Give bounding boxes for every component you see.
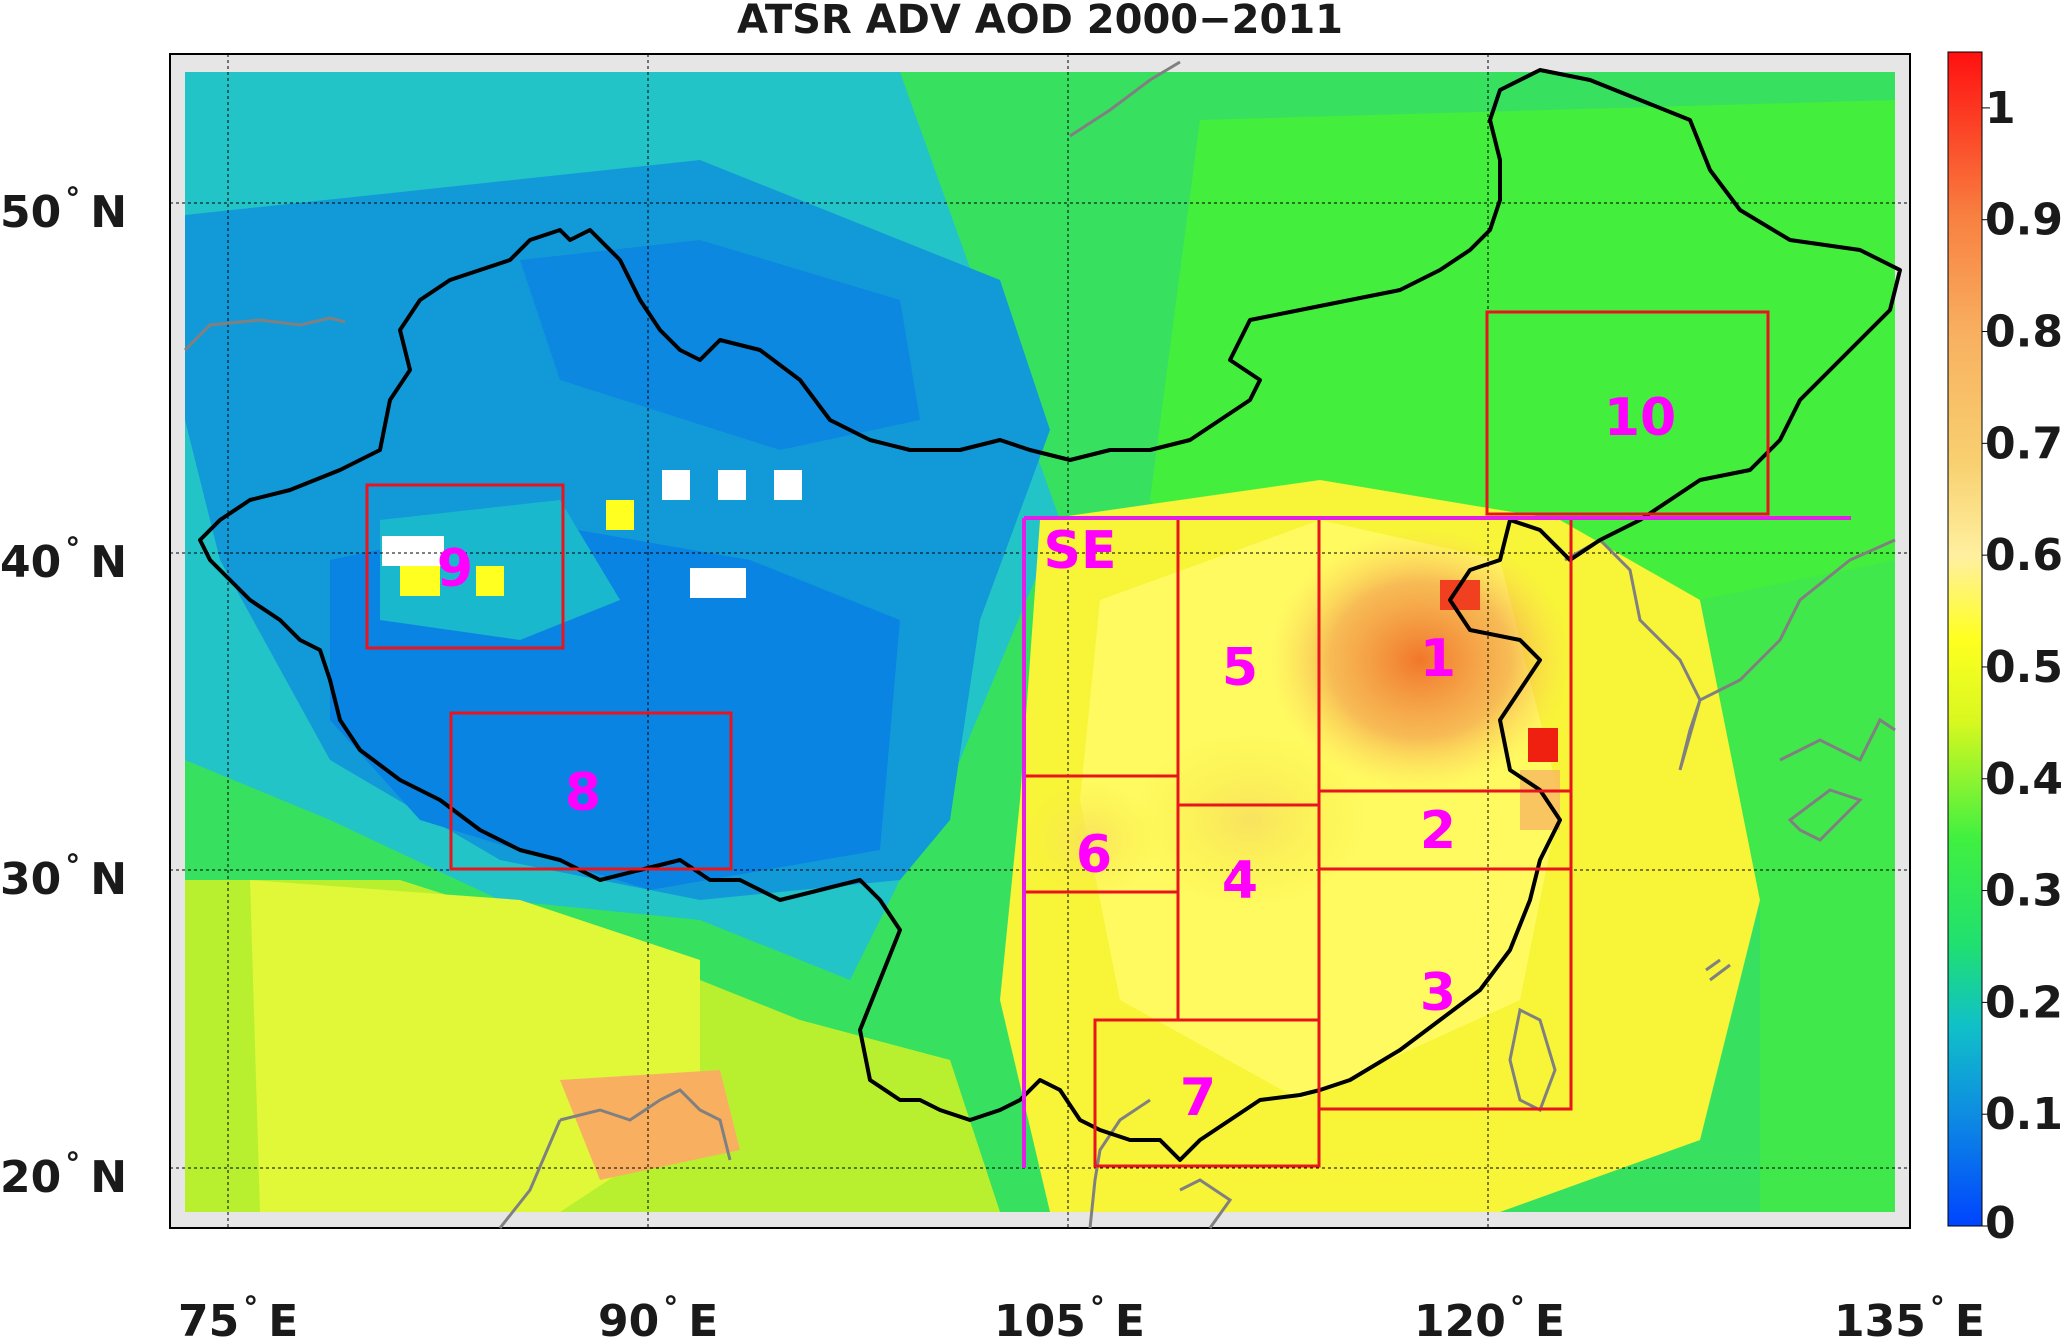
colorbar-tick-label: 0 <box>1985 1198 2016 1249</box>
region-10-box <box>1485 310 1770 516</box>
lat-label-30: 30 ° N <box>0 849 127 905</box>
lon-label-105: 105 ° E <box>994 1291 1145 1341</box>
region-label-8: 8 <box>565 763 601 823</box>
lon-label-135: 135 ° E <box>1834 1291 1985 1341</box>
colorbar-tick-label: 0.4 <box>1985 754 2063 805</box>
colorbar: 0 0.1 0.2 0.3 0.4 0.5 0.6 0.7 0.8 0.9 1 <box>1947 51 2063 1249</box>
region-label-4: 4 <box>1222 851 1258 911</box>
colorbar-gradient <box>1947 51 1983 1227</box>
longitude-labels: 75 ° E 90 ° E 105 ° E 120 ° E 135 ° E <box>178 1291 1985 1341</box>
region-9-box <box>365 483 565 650</box>
colorbar-tick-label: 0.6 <box>1985 530 2063 581</box>
region-label-5: 5 <box>1222 638 1258 698</box>
region-boxes <box>365 310 1770 1168</box>
lon-label-75: 75 ° E <box>178 1291 298 1341</box>
region-label-7: 7 <box>1180 1068 1216 1128</box>
lat-label-50: 50 ° N <box>0 182 127 238</box>
lat-label-40: 40 ° N <box>0 532 127 588</box>
colorbar-tick-label: 0.3 <box>1985 866 2063 917</box>
region-label-1: 1 <box>1420 629 1456 689</box>
latitude-labels: 50 ° N 40 ° N 30 ° N 20 ° N <box>0 182 127 1203</box>
region-label-3: 3 <box>1420 963 1456 1023</box>
region-label-9: 9 <box>437 539 473 599</box>
region-label-10: 10 <box>1604 388 1676 448</box>
colorbar-tick-label: 0.8 <box>1985 307 2063 358</box>
lat-label-20: 20 ° N <box>0 1147 127 1203</box>
colorbar-tick-label: 1 <box>1985 83 2016 134</box>
se-region-outline <box>1022 516 1851 1168</box>
coastlines <box>183 60 1896 1229</box>
colorbar-tick-label: 0.1 <box>1985 1089 2063 1140</box>
colorbar-tick-label: 0.2 <box>1985 977 2063 1028</box>
lon-label-90: 90 ° E <box>598 1291 718 1341</box>
map-title: ATSR ADV AOD 2000−2011 <box>737 0 1343 43</box>
aod-field <box>185 72 1895 1212</box>
region-label-2: 2 <box>1420 801 1456 861</box>
lon-label-120: 120 ° E <box>1414 1291 1565 1341</box>
region-label-6: 6 <box>1076 825 1112 885</box>
region-label-se: SE <box>1044 521 1117 581</box>
colorbar-ticks: 0 0.1 0.2 0.3 0.4 0.5 0.6 0.7 0.8 0.9 1 <box>1982 83 2063 1249</box>
colorbar-tick-label: 0.7 <box>1985 418 2063 469</box>
region-8-box <box>449 711 733 871</box>
china-border <box>198 68 1902 1162</box>
region-7-box <box>1093 1018 1321 1168</box>
colorbar-tick-label: 0.9 <box>1985 195 2063 246</box>
colorbar-tick-label: 0.5 <box>1985 642 2063 693</box>
